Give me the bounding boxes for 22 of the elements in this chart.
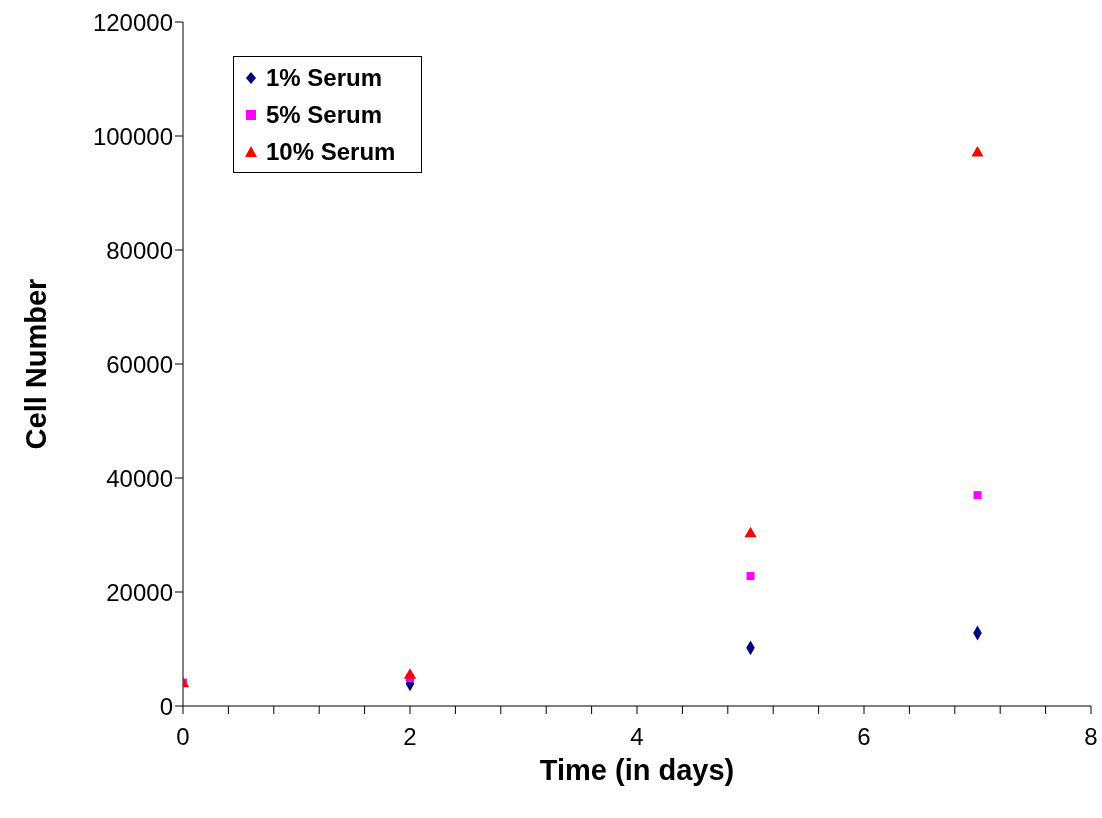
point — [744, 526, 757, 538]
x-tick-label: 8 — [1084, 723, 1098, 751]
x-tick-label: 2 — [403, 723, 417, 751]
y-tick-label: 0 — [159, 692, 173, 720]
y-tick-label: 80000 — [106, 236, 173, 264]
x-axis-title: Time (in days) — [539, 754, 735, 786]
legend-label: 1% Serum — [266, 63, 383, 93]
x-tick-label: 0 — [176, 723, 190, 751]
y-axis-title: Cell Number — [20, 278, 53, 450]
legend-label: 10% Serum — [266, 137, 396, 167]
y-tick-label: 60000 — [106, 350, 173, 378]
y-tick-label: 120000 — [92, 8, 173, 36]
point — [973, 491, 982, 500]
point — [746, 572, 755, 581]
point — [971, 146, 984, 157]
y-tick-label: 40000 — [106, 464, 173, 492]
y-tick-label: 100000 — [92, 122, 173, 150]
x-tick-label: 4 — [630, 723, 644, 751]
y-tick-label: 20000 — [106, 578, 173, 606]
x-tick-label: 6 — [857, 723, 871, 751]
legend-label: 5% Serum — [266, 100, 383, 130]
point — [403, 668, 417, 679]
